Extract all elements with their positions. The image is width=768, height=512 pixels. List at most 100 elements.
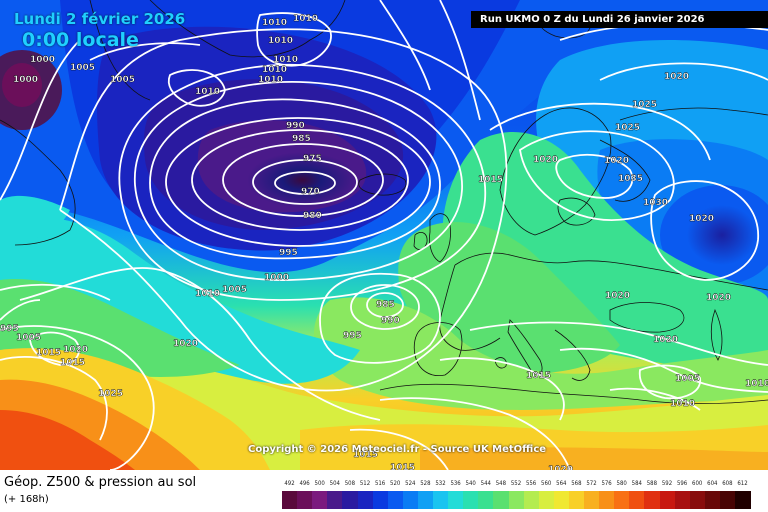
coastlines (0, 0, 768, 405)
isobar-label: 1030 (643, 198, 668, 208)
color-scale-swatch (493, 491, 509, 509)
color-scale-swatch (282, 491, 298, 509)
isobar-label: 970 (301, 187, 320, 197)
isobar-label: 1000 (13, 75, 38, 85)
isobar-label: 1015 (36, 348, 61, 358)
color-scale-swatch (433, 491, 449, 509)
isobar-label: 1020 (173, 339, 198, 349)
isobar-label: 1010 (262, 65, 287, 75)
isobar-label: 1015 (353, 450, 378, 460)
isobar-label: 1010 (273, 55, 298, 65)
isobar-label: 1025 (632, 100, 657, 110)
color-scale-label: 580 (616, 480, 627, 487)
color-scale-swatch (614, 491, 630, 509)
color-scale-label: 584 (631, 480, 642, 487)
color-scale-swatch (508, 491, 525, 509)
color-scale-swatch (584, 491, 600, 509)
color-scale-swatch (553, 491, 570, 509)
isobar-label: 995 (0, 324, 19, 334)
copyright-notice: Copyright © 2026 Meteociel.fr - Source U… (248, 444, 547, 455)
color-scale-swatch (704, 491, 721, 509)
color-scale-label: 524 (405, 480, 416, 487)
color-scale-label: 508 (344, 480, 356, 487)
forecast-lead-time: (+ 168h) (4, 494, 49, 505)
color-scale-label: 608 (722, 480, 733, 487)
color-scale-label: 592 (661, 480, 673, 487)
color-scale-label: 548 (495, 480, 507, 487)
color-scale-swatch (402, 491, 419, 509)
color-scale-swatch (372, 491, 389, 509)
isobar-label: 1000 (30, 55, 55, 65)
color-scale-swatch (312, 491, 328, 509)
color-scale-swatch (448, 491, 464, 509)
color-scale-label: 604 (707, 480, 718, 487)
isobar-label: 1005 (16, 333, 41, 343)
color-scale-swatch (719, 491, 736, 509)
color-scale-swatch (463, 491, 479, 509)
color-scale-swatch (478, 491, 494, 509)
color-scale-label: 496 (299, 480, 310, 487)
isobar-label: 1020 (653, 335, 678, 345)
color-scale-label: 556 (525, 480, 537, 487)
isobar-label: 980 (303, 211, 322, 221)
forecast-validity: Lundi 2 février 2026 0:00 locale (14, 10, 185, 51)
color-scale-label: 568 (571, 480, 582, 487)
color-scale-label: 572 (586, 480, 597, 487)
isobar-label: 1015 (478, 175, 503, 185)
isobar-label: 1020 (63, 345, 88, 355)
color-scale: 492 496 500 504 508 512 516 520 524 528 532 536 540 5… (282, 480, 752, 510)
isobar-label: 1010 (258, 75, 283, 85)
isobar-label: 1010 (745, 379, 768, 389)
color-scale-swatch (599, 491, 615, 509)
isobar-label: 1010 (268, 36, 293, 46)
color-scale-label: 552 (510, 480, 522, 487)
model-run-label: Run UKMO 0 Z du Lundi 26 janvier 2026 (471, 11, 768, 28)
isobar-label: 1020 (706, 293, 731, 303)
isobar-label: 1005 (222, 285, 247, 295)
color-scale-label: 504 (329, 480, 340, 487)
color-scale-label: 588 (646, 480, 658, 487)
color-scale-label: 500 (314, 480, 325, 487)
forecast-time: 0:00 locale (22, 29, 139, 51)
isobar-label: 1010 (293, 14, 318, 24)
color-scale-label: 516 (374, 480, 386, 487)
color-scale-label: 532 (435, 480, 446, 487)
color-scale-label: 512 (359, 480, 371, 487)
map-parameter-title: Géop. Z500 & pression au sol (4, 475, 197, 490)
isobar-label: 995 (279, 248, 298, 258)
isobar-label: 1035 (618, 174, 643, 184)
isobar-label: 1010 (670, 399, 695, 409)
isobars (0, 0, 768, 470)
color-scale-swatch (689, 491, 706, 509)
color-scale-swatch (659, 491, 676, 509)
isobar-label: 985 (292, 134, 311, 144)
color-scale-swatch (644, 491, 660, 509)
color-scale-label: 600 (692, 480, 703, 487)
isobar-label: 1020 (548, 465, 573, 470)
color-scale-label: 576 (601, 480, 612, 487)
isobar-label: 1025 (98, 389, 123, 399)
color-scale-swatch (357, 491, 374, 509)
color-scale-label: 536 (450, 480, 461, 487)
color-scale-label: 596 (676, 480, 688, 487)
color-scale-label: 564 (556, 480, 567, 487)
forecast-date: Lundi 2 février 2026 (14, 10, 186, 28)
isobar-label: 990 (286, 121, 305, 131)
color-scale-swatch (538, 491, 555, 509)
color-scale-swatch (342, 491, 358, 509)
color-scale-label: 540 (465, 480, 476, 487)
color-scale-swatch (568, 491, 585, 509)
color-scale-label: 528 (420, 480, 431, 487)
isobar-label: 1005 (110, 75, 135, 85)
color-scale-swatch (417, 491, 434, 509)
isobar-label: 1005 (70, 63, 95, 73)
isobar-label: 1020 (689, 214, 714, 224)
isobar-label: 995 (343, 331, 362, 341)
isobar-label: 1020 (604, 156, 629, 166)
isobar-label: 1020 (605, 291, 630, 301)
isobar-label: 1020 (533, 155, 558, 165)
isobar-label: 1025 (615, 123, 640, 133)
isobar-label: 1010 (195, 289, 220, 299)
color-scale-swatch (674, 491, 691, 509)
color-scale-swatch (327, 491, 343, 509)
